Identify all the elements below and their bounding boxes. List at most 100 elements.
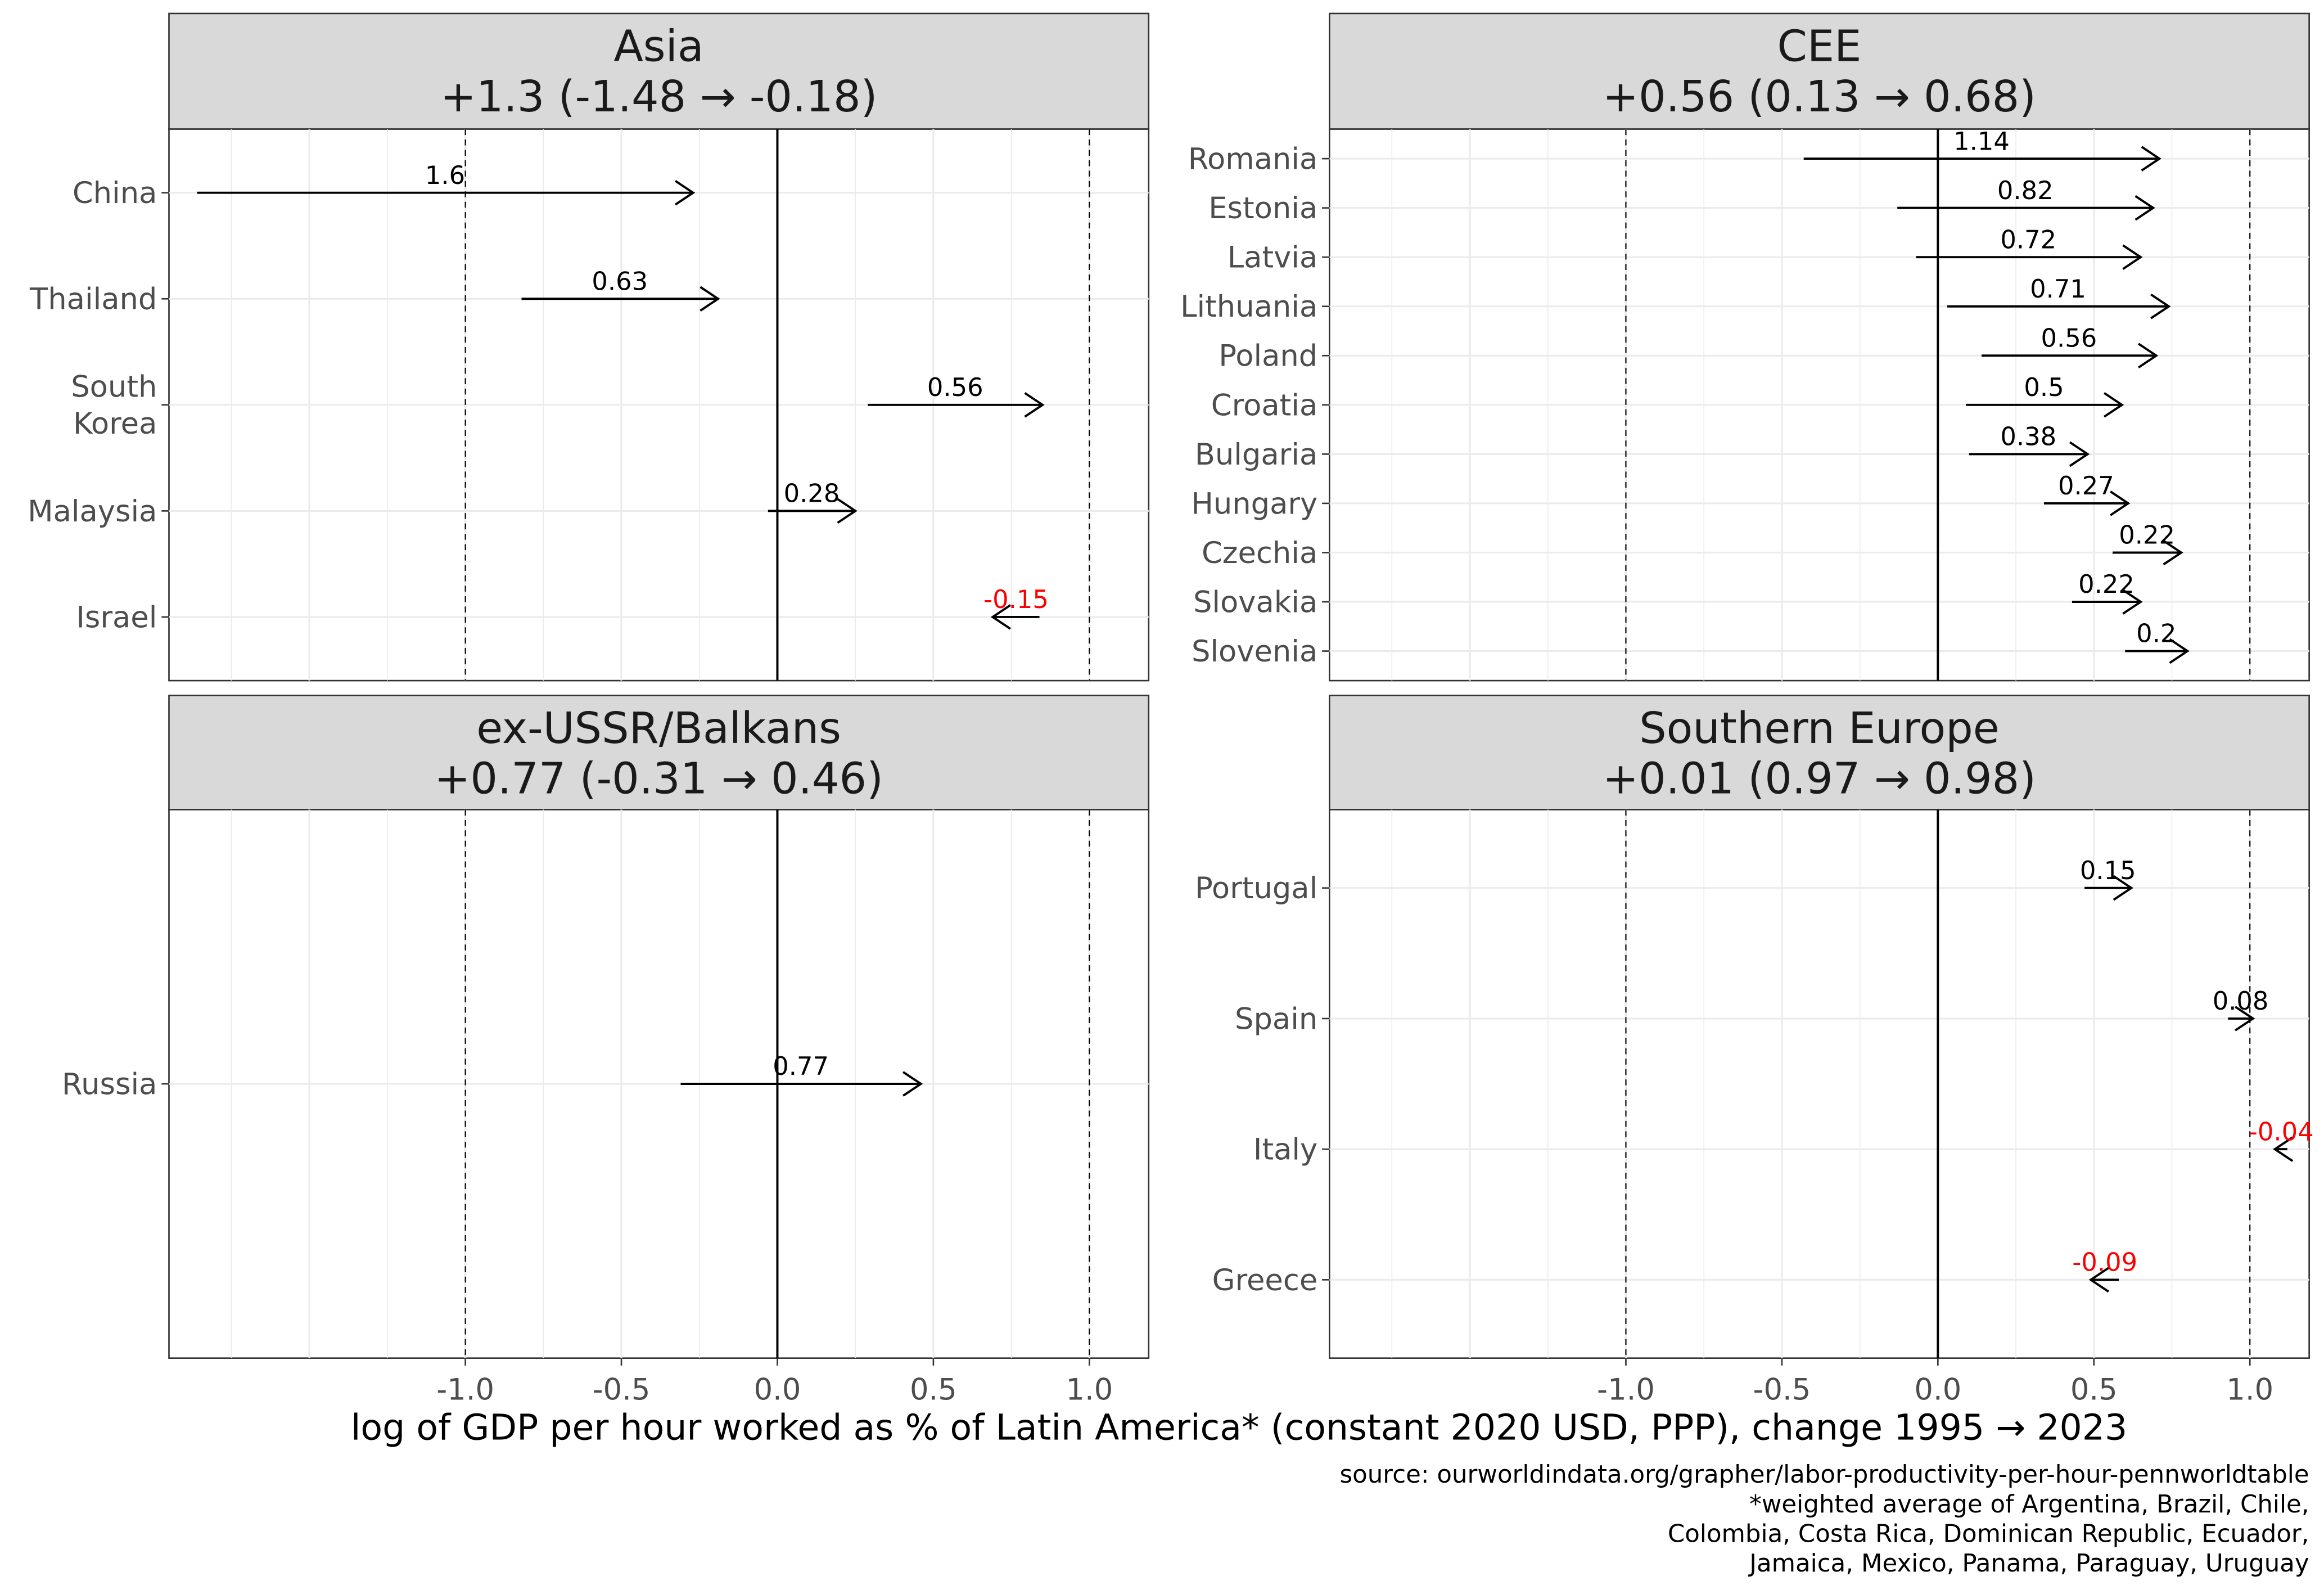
arrow-head <box>2069 441 2090 467</box>
y-tick-label-line: Russia <box>62 1067 157 1101</box>
facet-strip <box>168 12 1150 130</box>
y-tick-label-line: Portugal <box>1195 871 1317 906</box>
facet-title: Asia <box>614 21 704 71</box>
facet-subtitle: +1.3 (-1.48 → -0.18) <box>440 72 878 122</box>
y-tick-label: Portugal <box>1195 871 1317 906</box>
facet-southern-europe: Southern Europe+0.01 (0.97 → 0.98) Portug… <box>1195 695 2314 1407</box>
y-tick-label: Bulgaria <box>1195 438 1318 472</box>
facet-subtitle: +0.77 (-0.31 → 0.46) <box>434 754 883 804</box>
y-tick-label: Poland <box>1219 339 1317 373</box>
facet-subtitle: +0.01 (0.97 → 0.98) <box>1603 754 2036 804</box>
data-label: 1.6 <box>425 160 465 190</box>
y-tick-label: Malaysia <box>28 494 157 529</box>
arrow-head <box>2273 1136 2294 1162</box>
y-tick-label: Thailand <box>29 282 157 317</box>
caption-line: source: ourworldindata.org/grapher/labor… <box>1339 1461 2309 1489</box>
y-tick-label-line: Malaysia <box>28 494 157 529</box>
x-tick-label: -1.0 <box>1597 1372 1655 1407</box>
arrow-head <box>2122 244 2143 270</box>
y-tick-label-line: Hungary <box>1191 487 1317 521</box>
y-tick-label-line: Latvia <box>1228 241 1317 275</box>
data-label: 0.56 <box>2041 323 2097 353</box>
y-tick-label-line: Slovakia <box>1193 585 1317 619</box>
arrow-head <box>2169 638 2190 664</box>
data-label: 0.71 <box>2030 274 2086 304</box>
data-label: 0.38 <box>2000 422 2056 452</box>
data-label: 0.2 <box>2136 619 2176 649</box>
y-tick-label: Israel <box>76 600 157 634</box>
data-label: 0.72 <box>2000 224 2056 254</box>
arrow-head <box>2122 589 2143 615</box>
arrow-head <box>2163 539 2183 566</box>
y-tick-label-line: South <box>71 370 157 404</box>
arrow-head <box>674 179 696 206</box>
caption-line: *weighted average of Argentina, Brazil, … <box>1749 1491 2309 1519</box>
data-label: 0.28 <box>784 479 840 508</box>
y-tick-label: Lithuania <box>1180 290 1317 324</box>
y-tick-label-line: Italy <box>1253 1133 1317 1167</box>
y-tick-label-line: Greece <box>1212 1263 1318 1298</box>
y-tick-label-line: Czechia <box>1202 536 1317 570</box>
x-tick-label: -1.0 <box>436 1372 494 1407</box>
y-tick-label: Italy <box>1253 1133 1317 1167</box>
facet-cee: CEE+0.56 (0.13 → 0.68) Romania 1.14 Estonia… <box>1180 12 2310 682</box>
data-label: 0.5 <box>2024 372 2064 402</box>
x-tick-label: 0.5 <box>910 1372 957 1407</box>
y-tick-label-line: Spain <box>1235 1002 1317 1036</box>
caption-line: Jamaica, Mexico, Panama, Paraguay, Urugu… <box>1748 1550 2309 1578</box>
y-tick-label: Slovakia <box>1193 585 1317 619</box>
arrow-head <box>2103 392 2124 418</box>
data-label: -0.04 <box>2249 1116 2314 1146</box>
arrow-head <box>2113 875 2133 901</box>
arrow-head <box>2088 1267 2109 1293</box>
facet-strip <box>168 695 1150 810</box>
y-tick-label-line: Thailand <box>29 282 157 317</box>
arrow-head <box>2110 490 2131 516</box>
y-tick-label: South Korea <box>71 370 157 441</box>
facet-strip <box>1329 695 2310 810</box>
panel-background <box>1329 809 2310 1359</box>
caption: source: ourworldindata.org/grapher/labor… <box>1339 1461 2309 1578</box>
facet-title: CEE <box>1777 21 1862 71</box>
y-tick-label-line: Croatia <box>1211 388 1317 422</box>
y-tick-label: Slovenia <box>1192 634 1317 669</box>
x-axis-title: log of GDP per hour worked as % of Latin… <box>351 1407 2127 1448</box>
y-tick-label-line: Bulgaria <box>1195 438 1318 472</box>
arrow-head <box>902 1071 923 1097</box>
y-tick-label: Spain <box>1235 1002 1317 1036</box>
arrow-head <box>990 604 1012 630</box>
y-tick-label: Hungary <box>1191 487 1317 521</box>
facet-subtitle: +0.56 (0.13 → 0.68) <box>1603 72 2036 122</box>
arrow-head <box>700 286 720 312</box>
y-tick-label-line: Poland <box>1219 339 1317 373</box>
y-tick-label: Russia <box>62 1067 157 1101</box>
y-tick-label: China <box>73 176 157 210</box>
arrow-head <box>837 498 858 524</box>
x-tick-label: 0.0 <box>754 1372 801 1407</box>
data-label: 0.77 <box>773 1051 829 1081</box>
arrow-head <box>2235 1006 2255 1032</box>
x-tick-label: 1.0 <box>1066 1372 1113 1407</box>
y-tick-label-line: Israel <box>76 600 157 634</box>
facet-strip <box>1329 12 2310 130</box>
y-tick-label: Estonia <box>1208 191 1317 226</box>
y-tick-label-line: Romania <box>1188 142 1317 177</box>
data-label: 0.15 <box>2080 855 2136 885</box>
x-tick-label: -0.5 <box>1753 1372 1811 1407</box>
y-tick-label-line: Estonia <box>1208 191 1317 226</box>
x-tick-label: -0.5 <box>593 1372 651 1407</box>
data-label: -0.15 <box>983 584 1049 614</box>
arrow-head <box>2138 343 2159 369</box>
arrow-head <box>1024 392 1045 418</box>
panels: Asia+1.3 (-1.48 → -0.18) China 1.6 Thailand… <box>28 12 2314 1407</box>
y-tick-label: Croatia <box>1211 388 1317 422</box>
facet-title: Southern Europe <box>1639 704 2000 754</box>
data-label: 0.27 <box>2058 471 2114 501</box>
data-label: 0.22 <box>2119 520 2175 550</box>
y-tick-label: Czechia <box>1202 536 1317 570</box>
y-tick-label-line: Korea <box>73 407 157 441</box>
arrow-head <box>2150 293 2171 319</box>
x-tick-label: 0.0 <box>1914 1372 1961 1407</box>
arrow-head <box>2135 195 2155 221</box>
